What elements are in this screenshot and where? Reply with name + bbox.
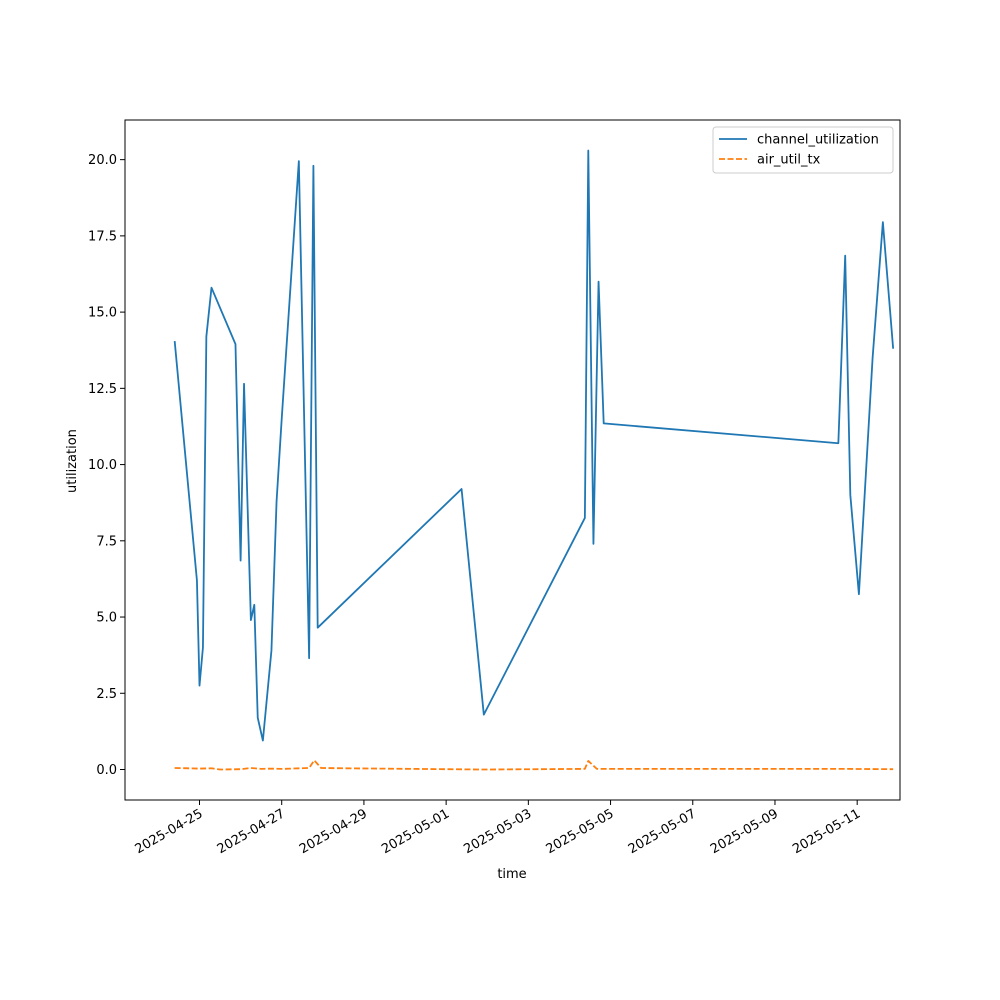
y-tick-label: 12.5: [88, 382, 117, 397]
y-axis-title: utilization: [65, 429, 80, 493]
y-tick-label: 0.0: [96, 763, 117, 778]
y-axis: 0.0 2.5 5.0 7.5 10.0 12.5 15.0 17.5 20.0: [88, 153, 125, 778]
y-tick-label: 17.5: [88, 229, 117, 244]
y-tick-label: 20.0: [88, 153, 117, 168]
series-line-air-util-tx: [174, 759, 894, 771]
legend-label: channel_utilization: [757, 133, 879, 148]
legend: channel_utilization air_util_tx: [712, 126, 894, 174]
legend-box: [712, 126, 894, 174]
y-tick-label: 2.5: [96, 687, 117, 702]
legend-label: air_util_tx: [757, 153, 821, 168]
series-layer: [173, 149, 895, 771]
x-axis-title: time: [497, 867, 526, 882]
plot-frame: [124, 119, 901, 801]
y-tick-label: 5.0: [96, 611, 117, 626]
series-line-channel-utilization: [173, 149, 895, 742]
y-tick-label: 10.0: [88, 458, 117, 473]
y-tick-label: 7.5: [96, 534, 117, 549]
y-tick-label: 15.0: [88, 306, 117, 321]
